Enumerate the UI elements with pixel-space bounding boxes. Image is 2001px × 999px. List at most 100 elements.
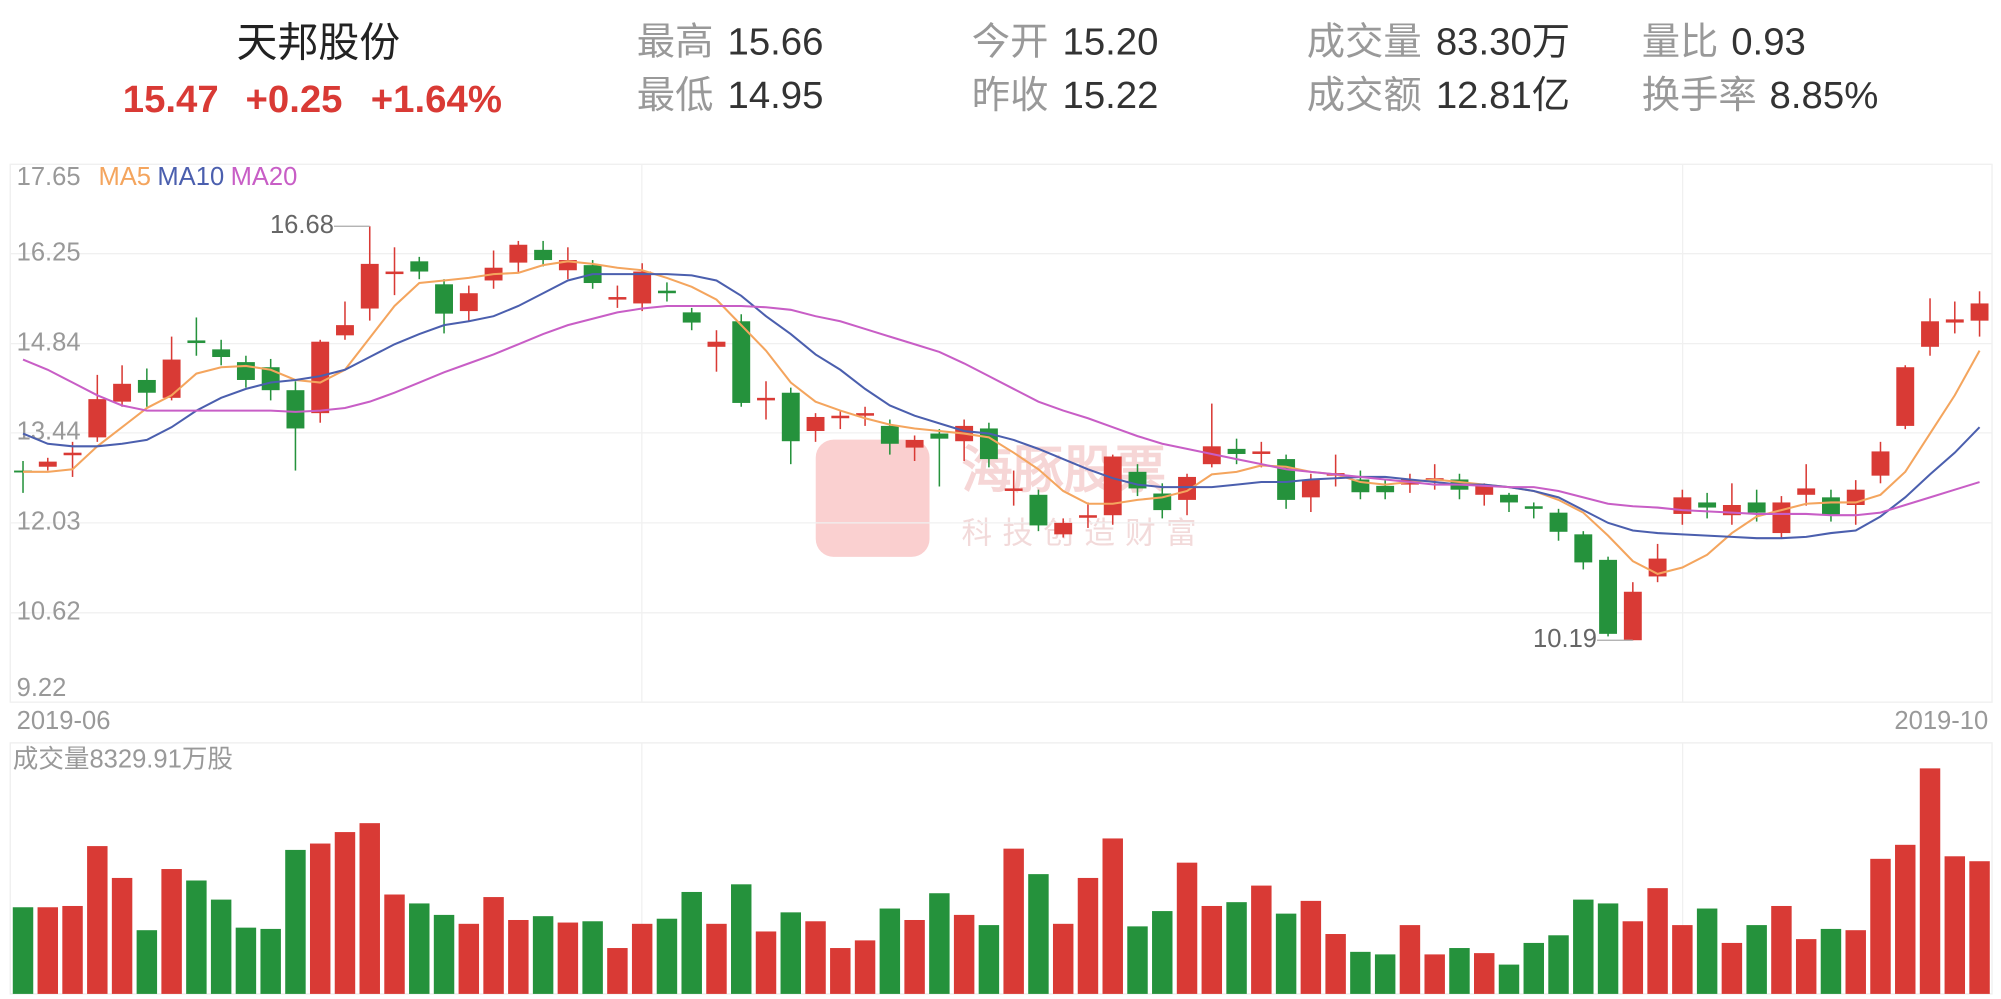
volume-bar — [186, 880, 207, 994]
volume-bar — [830, 948, 851, 994]
volume-bar — [1201, 905, 1223, 994]
volume-panel — [9, 742, 1993, 995]
volume-bar — [1597, 903, 1619, 994]
candle-body — [385, 271, 404, 275]
candle-body — [657, 290, 676, 294]
volume-bar — [805, 921, 826, 994]
volume-bar — [1498, 964, 1520, 994]
volume-bar — [755, 931, 777, 994]
y-tick-label: 14.84 — [17, 328, 81, 356]
volume-bar — [557, 922, 579, 994]
volume-bar — [1820, 928, 1842, 994]
candle-body — [831, 415, 850, 419]
stat-value: 15.66 — [728, 21, 824, 64]
candle-body — [757, 397, 775, 401]
volume-bar — [1845, 930, 1866, 994]
ma-line — [22, 273, 1981, 540]
volume-bar — [1003, 848, 1024, 994]
volume-bar — [1672, 925, 1693, 994]
volume-bar — [285, 849, 306, 994]
legend-entry: MA5 — [98, 163, 151, 191]
volume-bar — [1028, 874, 1049, 994]
candle-body — [162, 359, 181, 398]
volume-bar — [111, 877, 133, 994]
candle-body — [360, 263, 379, 309]
candle-body — [1079, 515, 1097, 518]
volume-bar — [1771, 905, 1792, 994]
candle-body — [1103, 456, 1122, 516]
volume-bar — [656, 918, 678, 994]
candle-body — [1500, 494, 1518, 503]
volume-bar — [37, 907, 59, 994]
candle-body — [1054, 522, 1073, 535]
candle-body — [608, 297, 627, 300]
candle-body — [1772, 502, 1791, 534]
candle-body — [1301, 479, 1320, 498]
volume-bar — [235, 927, 257, 994]
volume-bar — [1795, 939, 1817, 994]
stat-label: 量比 — [1642, 21, 1719, 64]
volume-bar — [12, 907, 34, 994]
volume-bar — [978, 925, 1000, 994]
volume-bar — [1399, 925, 1421, 994]
candle-body — [311, 341, 330, 414]
candle-body — [435, 284, 453, 314]
volume-bar — [1696, 908, 1718, 994]
stat-value: 83.30万 — [1436, 21, 1570, 64]
candle-body — [1029, 494, 1048, 526]
candle-body — [1202, 446, 1221, 465]
volume-bar — [433, 914, 455, 994]
volume-bar — [1523, 942, 1544, 994]
candle-body — [1574, 534, 1593, 563]
y-tick-label: 16.25 — [17, 238, 81, 266]
candle-body — [1004, 488, 1023, 491]
stat-value: 15.22 — [1063, 74, 1159, 117]
volume-bar — [904, 919, 925, 994]
candle-body — [1871, 451, 1890, 476]
candle-body — [856, 413, 875, 416]
stat-label: 今开 — [972, 21, 1049, 64]
volume-bar — [359, 823, 380, 994]
annotation: 16.68 — [270, 211, 334, 239]
volume-bar — [731, 884, 752, 994]
volume-bar — [483, 897, 504, 994]
candle-body — [1376, 485, 1395, 493]
volume-bar — [1102, 838, 1123, 994]
y-tick-label: 12.03 — [17, 508, 81, 536]
volume-bar — [384, 894, 405, 994]
legend-entry: MA20 — [231, 163, 298, 191]
y-tick-label: 17.65 — [17, 163, 81, 191]
candle-body — [1623, 591, 1642, 641]
stock-name: 天邦股份 — [237, 20, 401, 66]
candle-body — [558, 260, 577, 271]
candle-body — [1524, 506, 1543, 509]
volume-bar — [780, 912, 802, 994]
header: 天邦股份 15.47 +0.25 +1.64% 最高 15.66 最低 14.9… — [123, 20, 1879, 121]
volume-bar — [334, 832, 356, 994]
candle-body — [1921, 321, 1939, 347]
candle-body — [633, 271, 652, 304]
candle-body — [38, 461, 57, 467]
change: +0.25 — [245, 78, 342, 121]
volume-bar — [607, 948, 628, 994]
legend-entry: MA10 — [157, 163, 224, 191]
x-label: 2019-06 — [17, 707, 111, 735]
volume-bar — [1746, 925, 1767, 994]
candle-body — [1822, 497, 1840, 516]
stat-value: 15.20 — [1063, 21, 1159, 64]
volume-bar — [879, 908, 901, 994]
volume-bar — [1647, 888, 1668, 994]
candle-body — [905, 439, 924, 448]
volume-bar — [582, 921, 603, 994]
volume-bar — [1325, 934, 1346, 994]
candle-body — [63, 452, 82, 456]
y-tick-label: 10.62 — [17, 598, 81, 626]
y-tick-label: 13.44 — [17, 418, 81, 446]
stat-label: 昨收 — [972, 74, 1049, 117]
candle-body — [286, 390, 305, 429]
volume-bar — [136, 930, 158, 994]
volume-bar — [854, 940, 876, 994]
candle-body — [1599, 559, 1618, 634]
volume-bar — [62, 905, 83, 994]
volume-bar — [532, 916, 554, 994]
